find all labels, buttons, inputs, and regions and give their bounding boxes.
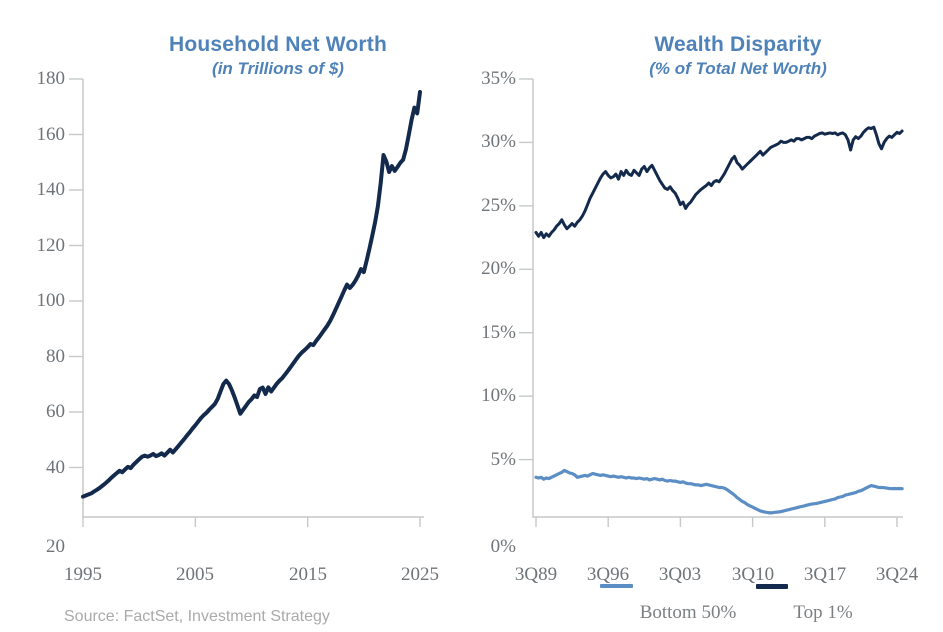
series-line-household-net-worth <box>81 90 422 499</box>
series-line-bottom-50- <box>534 468 904 515</box>
y-tick-label: 180 <box>36 68 66 89</box>
chart-title-right: Wealth Disparity <box>654 33 822 56</box>
axis-line <box>532 79 903 518</box>
y-tick-label: 160 <box>36 124 66 145</box>
x-tick-label: 2015 <box>289 564 327 585</box>
chart-title-left: Household Net Worth <box>168 33 388 56</box>
source-note: Source: FactSet, Investment Strategy <box>64 608 330 625</box>
y-tick-label: 15% <box>481 322 516 343</box>
y-tick-label: 100 <box>36 290 66 311</box>
y-tick-label: 30% <box>481 131 516 152</box>
legend-swatch-top-1-icon <box>756 584 788 589</box>
y-tick-label: 10% <box>481 385 516 406</box>
y-tick-label: 60 <box>46 401 65 422</box>
legend-label-top-1: Top 1% <box>793 602 853 623</box>
y-tick-label: 20% <box>481 258 516 279</box>
legend-swatch-bottom-50-icon <box>600 584 633 588</box>
x-tick-label: 3Q17 <box>803 564 847 585</box>
chart-subtitle-left: (in Trillions of $) <box>212 59 344 78</box>
y-tick-label: 5% <box>490 449 516 470</box>
chart-subtitle-right: (% of Total Net Worth) <box>649 59 827 78</box>
x-tick-label: 3Q89 <box>514 564 558 585</box>
x-tick-label: 2025 <box>401 564 439 585</box>
y-tick-label: 25% <box>481 195 516 216</box>
x-tick-label: 2005 <box>176 564 214 585</box>
y-tick-label: 0% <box>490 536 516 557</box>
x-tick-label: 3Q96 <box>586 564 630 585</box>
x-tick-label: 3Q03 <box>658 564 702 585</box>
y-tick-label: 120 <box>36 235 66 256</box>
series-line-top-1- <box>534 125 904 240</box>
x-tick-label: 1995 <box>64 564 102 585</box>
y-tick-label: 20 <box>46 536 65 557</box>
x-tick-label: 3Q10 <box>731 564 775 585</box>
household-net-worth-title-block: Household Net Worth (in Trillions of $) <box>78 33 478 79</box>
axis-line <box>82 79 424 518</box>
wealth-disparity-title-block: Wealth Disparity (% of Total Net Worth) <box>538 33 938 79</box>
y-tick-label: 40 <box>46 457 65 478</box>
legend-label-bottom-50: Bottom 50% <box>639 602 737 623</box>
y-tick-label: 35% <box>481 68 516 89</box>
y-tick-label: 140 <box>36 179 66 200</box>
y-tick-label: 80 <box>46 346 65 367</box>
x-tick-label: 3Q24 <box>875 564 919 585</box>
